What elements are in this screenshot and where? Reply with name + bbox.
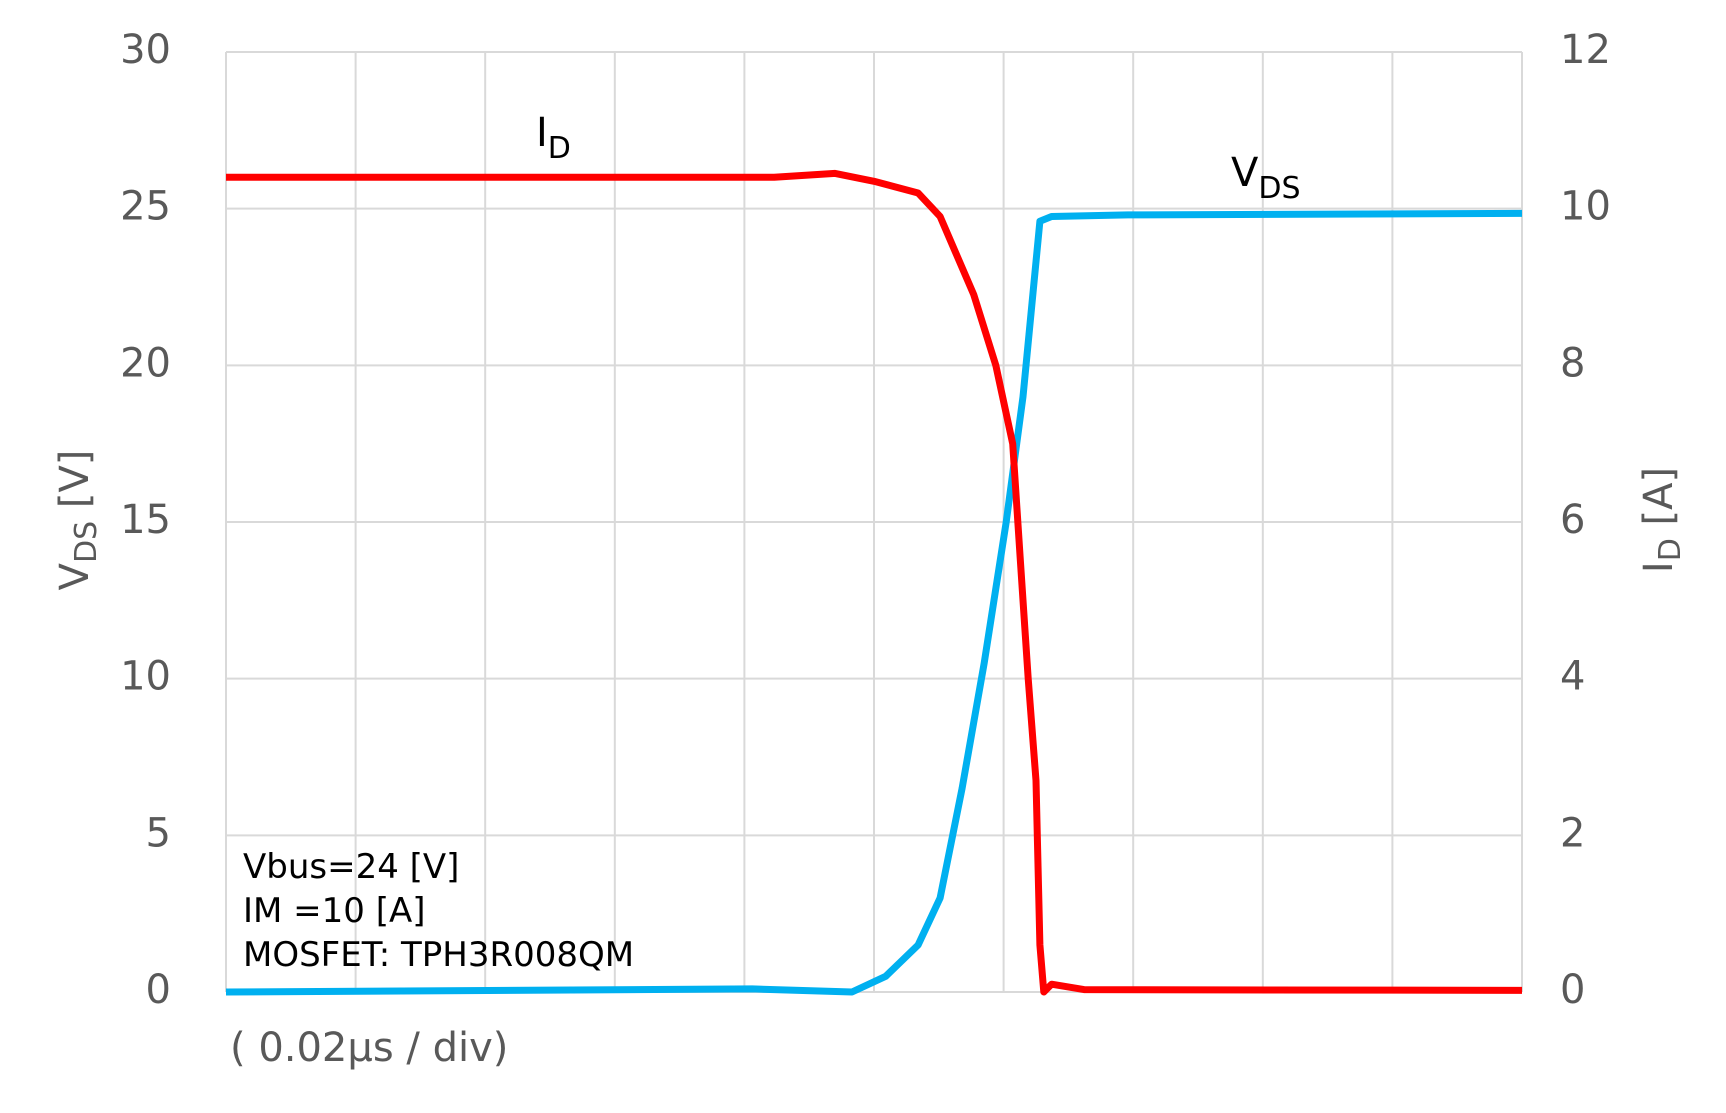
y2-tick-label: 10 [1560, 184, 1611, 230]
annotation-sub: D [548, 131, 571, 166]
series-line [225, 209, 1523, 996]
y-label-sub: DS [69, 521, 104, 563]
y2-axis-label: ID [A] [1636, 467, 1688, 573]
y-tick-label: 5 [146, 810, 171, 856]
y-label-main: V [52, 562, 98, 590]
y-tick-label: 30 [120, 27, 171, 73]
y-tick-label: 25 [120, 184, 171, 230]
annotation-main: I [536, 110, 548, 156]
note: IM =10 [A] [243, 891, 426, 931]
note: Vbus=24 [V] [243, 847, 459, 887]
annotation-sub: DS [1258, 171, 1300, 206]
y2-tick-label: 4 [1560, 654, 1585, 700]
y2-label-suffix: [A] [1636, 467, 1682, 538]
y-axis-label: VDS [V] [52, 450, 104, 591]
series-line [226, 169, 1523, 996]
y2-tick-label: 6 [1560, 497, 1585, 543]
y-label-suffix: [V] [52, 450, 98, 521]
annotation: VDS [1231, 150, 1301, 206]
y2-tick-label: 2 [1560, 810, 1585, 856]
y-tick-label: 0 [146, 967, 171, 1013]
y2-label-main: I [1636, 561, 1682, 573]
annotation-main: V [1231, 150, 1259, 196]
y2-tick-label: 8 [1560, 340, 1585, 386]
x-axis-label: ( 0.02μs / div) [230, 1025, 508, 1071]
y-tick-label: 20 [120, 340, 171, 386]
note: MOSFET: TPH3R008QM [243, 935, 634, 975]
y-tick-label: 10 [120, 654, 171, 700]
y2-tick-label: 12 [1560, 27, 1611, 73]
y2-label-sub: D [1653, 538, 1688, 561]
annotation: ID [536, 110, 571, 166]
y2-tick-label: 0 [1560, 967, 1585, 1013]
y-tick-label: 15 [120, 497, 171, 543]
